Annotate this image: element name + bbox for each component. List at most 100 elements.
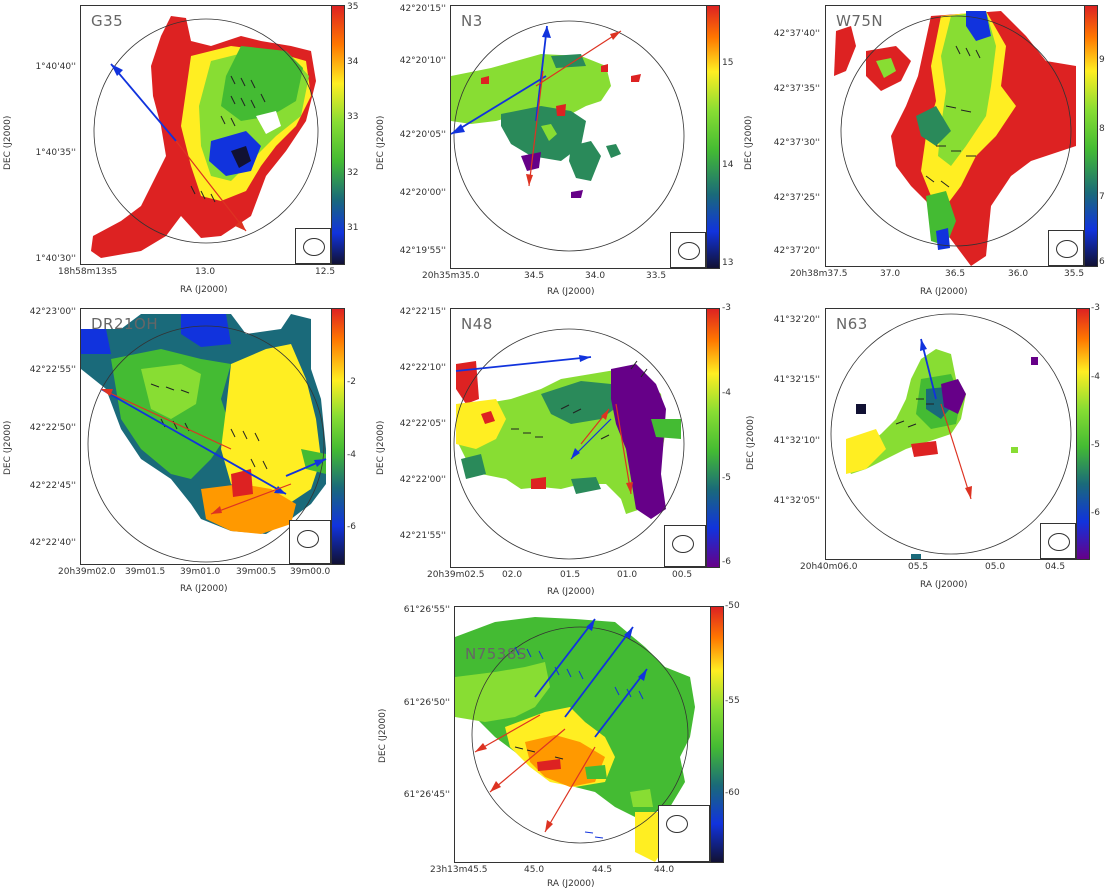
colorbar	[706, 308, 720, 568]
y-tick: 42°22'15''	[399, 307, 446, 317]
y-tick: 1°40'40''	[35, 62, 76, 72]
y-tick: 42°22'00''	[399, 475, 446, 485]
panel-n7538s: N7538S -50 -55 -60 61°26'55'' 61°26'50''…	[372, 598, 742, 891]
x-axis-label: RA (J2000)	[547, 879, 595, 889]
colorbar-tick: -5	[722, 473, 731, 483]
beam-ellipse	[295, 228, 331, 264]
x-tick: 36.5	[945, 269, 966, 279]
primary-beam-circle	[453, 20, 685, 252]
map-plot: N7538S	[454, 606, 711, 863]
outflow-arrows	[455, 355, 633, 495]
primary-beam-circle	[830, 313, 1072, 555]
y-axis-label: DEC (J2000)	[744, 115, 754, 170]
emission-region	[846, 349, 1038, 559]
x-tick: 23h13m45.5	[430, 865, 488, 875]
beam-ellipse	[670, 232, 706, 268]
x-tick: 34.5	[524, 271, 545, 281]
colorbar	[331, 5, 345, 265]
y-tick: 61°26'50''	[403, 698, 450, 708]
y-tick: 42°19'55''	[399, 246, 446, 256]
y-tick: 42°22'40''	[29, 538, 76, 548]
panel-w75n: W75N 9 8 7 6 42°37'40'' 42°37'35'' 42°37…	[740, 0, 1110, 300]
emission-region	[81, 314, 326, 534]
colorbar-tick: 13	[722, 258, 734, 268]
x-axis-label: RA (J2000)	[180, 584, 228, 594]
velocity-map	[81, 314, 327, 563]
colorbar-tick: -4	[1091, 372, 1100, 382]
y-tick: 42°37'20''	[773, 246, 820, 256]
y-tick: 42°22'55''	[29, 365, 76, 375]
colorbar	[706, 5, 720, 269]
map-plot: N63	[825, 308, 1077, 560]
colorbar-tick: -2	[347, 377, 356, 387]
beam-ellipse	[289, 520, 331, 564]
y-tick: 41°32'10''	[773, 436, 820, 446]
x-tick: 20h39m02.0	[58, 567, 116, 577]
outflow-arrows	[474, 618, 648, 833]
velocity-map	[453, 328, 685, 560]
y-axis-label: DEC (J2000)	[378, 708, 388, 763]
colorbar	[710, 606, 724, 863]
x-axis-label: RA (J2000)	[547, 587, 595, 597]
x-tick: 12.5	[315, 267, 336, 277]
x-tick: 20h35m35.0	[422, 271, 480, 281]
emission-region	[451, 54, 641, 198]
polarization-segments	[895, 398, 934, 428]
y-tick: 1°40'35''	[35, 148, 76, 158]
map-plot: N3	[450, 5, 707, 269]
beam-ellipse	[658, 805, 710, 862]
x-tick: 39m00.0	[290, 567, 331, 577]
x-tick: 01.0	[617, 570, 638, 580]
colorbar	[331, 308, 345, 565]
x-tick: 18h58m13s5	[58, 267, 118, 277]
outflow-arrows	[451, 25, 622, 187]
panel-title: W75N	[836, 12, 884, 30]
x-tick: 20h40m06.0	[800, 562, 858, 572]
x-tick: 45.0	[524, 865, 545, 875]
y-axis-label: DEC (J2000)	[746, 415, 756, 470]
primary-beam-circle	[471, 626, 689, 844]
y-tick: 42°37'25''	[773, 193, 820, 203]
map-plot: W75N	[825, 5, 1085, 267]
beam-ellipse	[664, 525, 706, 567]
panel-title: N48	[461, 315, 493, 333]
x-tick: 37.0	[880, 269, 901, 279]
primary-beam-circle	[453, 328, 685, 560]
beam-ellipse	[1048, 230, 1084, 266]
y-tick: 42°22'05''	[399, 419, 446, 429]
x-tick: 00.5	[672, 570, 693, 580]
map-plot: N48	[450, 308, 707, 568]
colorbar-tick: -3	[1091, 303, 1100, 313]
emission-region	[455, 617, 695, 862]
polarization-segments	[190, 75, 266, 203]
y-tick: 42°20'10''	[399, 56, 446, 66]
emission-region	[456, 361, 681, 519]
y-axis-label: DEC (J2000)	[3, 420, 13, 475]
x-tick: 39m01.0	[180, 567, 221, 577]
x-tick: 05.5	[908, 562, 929, 572]
colorbar	[1084, 5, 1098, 267]
beam-ellipse	[1040, 523, 1076, 559]
colorbar-tick: 32	[347, 168, 359, 178]
primary-beam-circle	[87, 325, 325, 563]
outflow-arrows	[100, 388, 327, 515]
x-tick: 34.0	[585, 271, 606, 281]
x-axis-label: RA (J2000)	[920, 580, 968, 590]
x-tick: 36.0	[1008, 269, 1029, 279]
panel-title: N7538S	[465, 645, 527, 663]
velocity-map	[834, 11, 1076, 266]
panel-dr21oh: DR21OH -2 -4 -6 42°23'00'' 42°22'55'' 42…	[0, 300, 370, 600]
map-plot: G35	[80, 5, 332, 265]
x-tick: 39m01.5	[125, 567, 166, 577]
outflow-arrows	[110, 63, 247, 232]
y-tick: 42°22'10''	[399, 363, 446, 373]
colorbar-tick: -4	[722, 388, 731, 398]
x-tick: 35.5	[1064, 269, 1085, 279]
x-tick: 20h39m02.5	[427, 570, 485, 580]
velocity-map	[451, 20, 685, 252]
x-tick: 44.5	[592, 865, 613, 875]
colorbar-tick: 8	[1099, 124, 1105, 134]
panel-n48: N48 -3 -4 -5 -6 42°22'15'' 42°22'10'' 42…	[372, 300, 742, 600]
x-tick: 02.0	[502, 570, 523, 580]
colorbar-tick: 31	[347, 223, 359, 233]
